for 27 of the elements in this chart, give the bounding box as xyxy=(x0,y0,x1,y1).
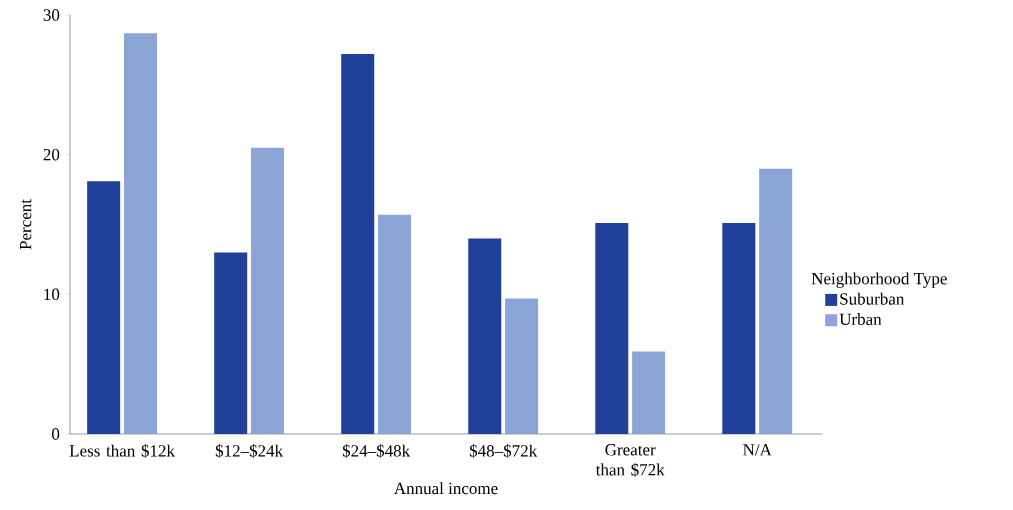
x-axis-title: Annual income xyxy=(394,482,498,495)
x-tick-label: Less than $12k xyxy=(69,444,175,458)
y-tick-label: 20 xyxy=(43,148,60,161)
legend-title: Neighborhood Type xyxy=(811,272,947,288)
bar xyxy=(505,298,539,434)
y-tick-label: 10 xyxy=(44,288,60,301)
bar xyxy=(87,181,121,434)
bar xyxy=(341,54,375,434)
bar xyxy=(468,238,502,434)
bar xyxy=(759,168,793,434)
bar xyxy=(722,223,756,434)
x-tick-label: $48–$72k xyxy=(469,444,538,458)
x-tick-label: N/A xyxy=(743,444,772,456)
y-axis-title: Percent xyxy=(20,199,32,250)
legend-label: Suburban xyxy=(840,292,905,305)
bar xyxy=(632,351,666,434)
legend-label: Urban xyxy=(839,313,882,326)
x-tick-label: $24–$48k xyxy=(342,444,411,458)
y-tick-label: 30 xyxy=(43,9,60,21)
bar xyxy=(214,252,248,434)
bar xyxy=(123,33,158,434)
x-tick-label: Greater than $72k xyxy=(595,444,665,477)
bar xyxy=(378,214,412,434)
y-tick-label: 0 xyxy=(52,428,60,440)
bar xyxy=(251,147,285,434)
bar xyxy=(595,223,629,434)
x-tick-label: $12–$24k xyxy=(215,444,284,458)
